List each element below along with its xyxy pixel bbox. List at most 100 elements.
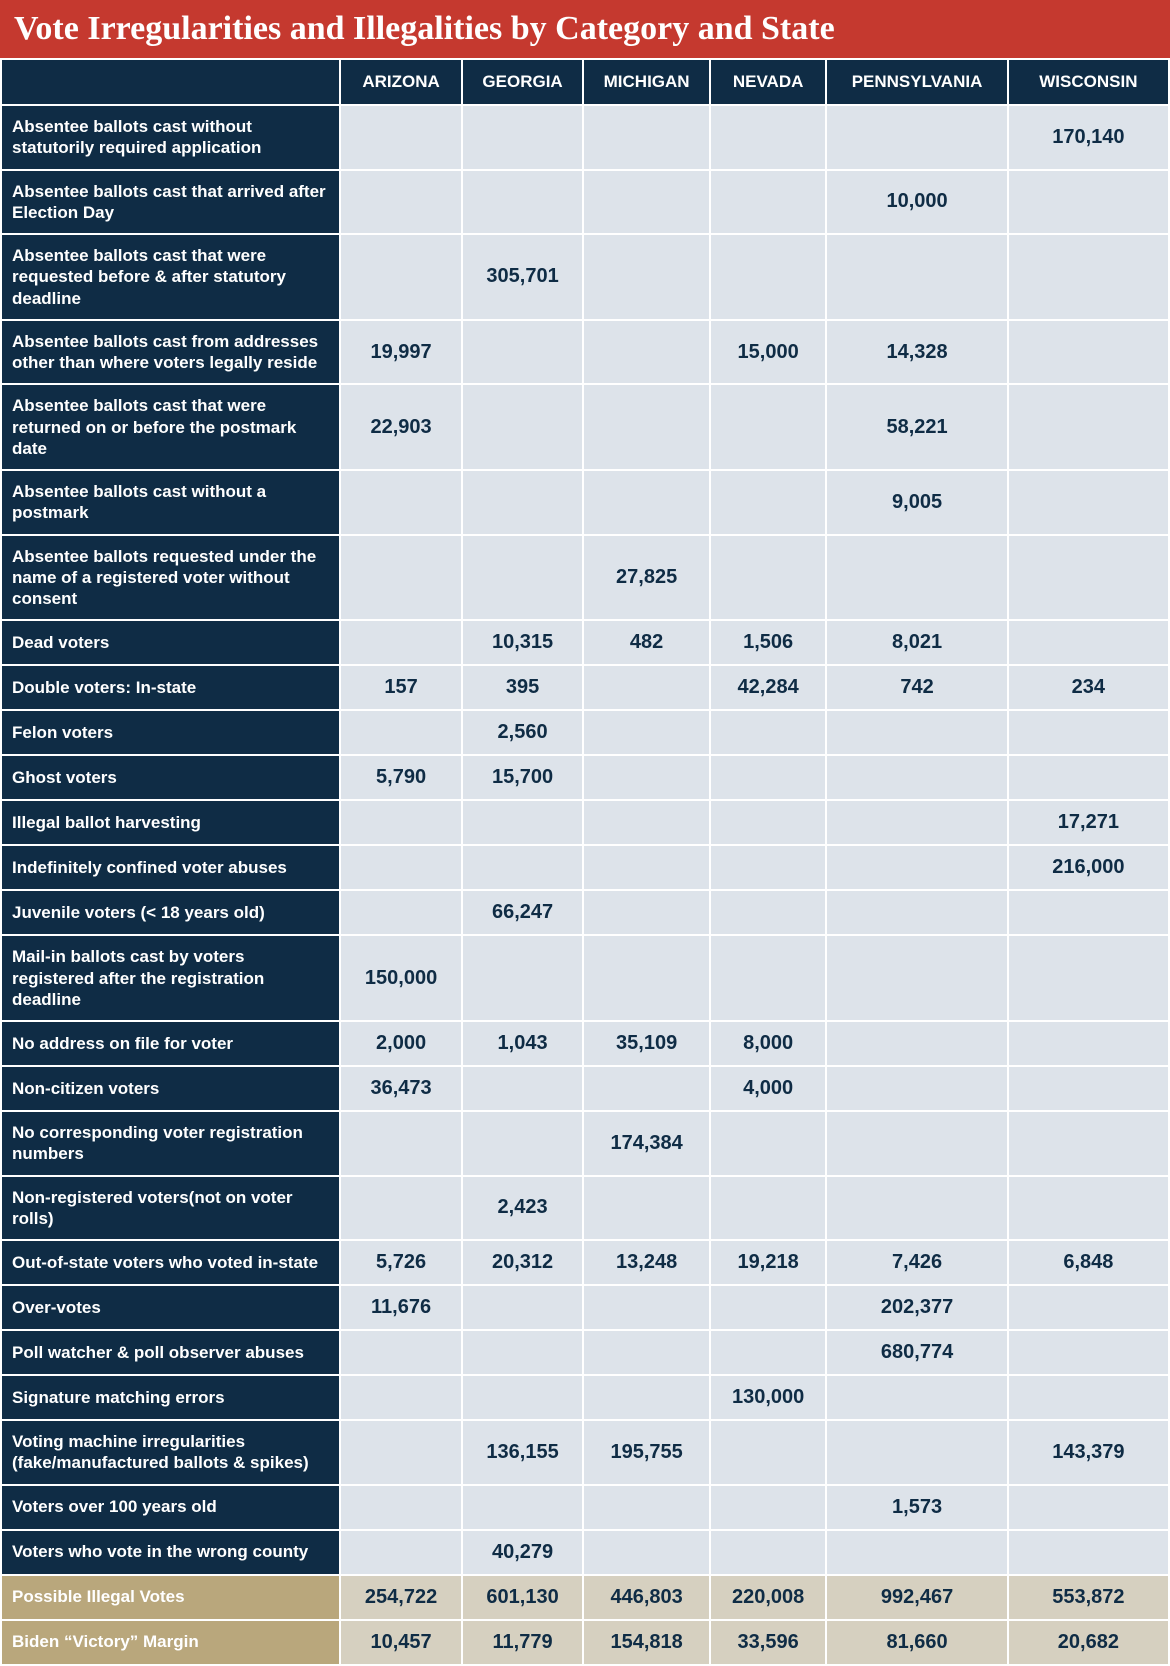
data-cell bbox=[584, 1177, 709, 1240]
data-cell bbox=[341, 621, 460, 664]
data-cell: 136,155 bbox=[463, 1421, 583, 1484]
data-cell bbox=[1009, 321, 1168, 384]
col-header-nevada: NEVADA bbox=[711, 60, 825, 104]
data-cell bbox=[1009, 1376, 1168, 1419]
data-cell bbox=[711, 936, 825, 1020]
data-cell bbox=[827, 1376, 1006, 1419]
data-cell bbox=[827, 711, 1006, 754]
data-cell: 11,676 bbox=[341, 1286, 460, 1329]
summary-row: Biden “Victory” Margin10,45711,779154,81… bbox=[2, 1621, 1168, 1664]
table-row: Absentee ballots cast without statutoril… bbox=[2, 106, 1168, 169]
data-cell: 14,328 bbox=[827, 321, 1006, 384]
row-label: No address on file for voter bbox=[2, 1022, 339, 1065]
data-cell bbox=[341, 1177, 460, 1240]
data-cell bbox=[463, 106, 583, 169]
table-row: Signature matching errors130,000 bbox=[2, 1376, 1168, 1419]
data-cell bbox=[711, 106, 825, 169]
summary-cell: 220,008 bbox=[711, 1576, 825, 1619]
row-label: Non-citizen voters bbox=[2, 1067, 339, 1110]
row-label: Illegal ballot harvesting bbox=[2, 801, 339, 844]
data-cell bbox=[463, 1286, 583, 1329]
data-cell bbox=[341, 1486, 460, 1529]
row-label: Absentee ballots requested under the nam… bbox=[2, 536, 339, 620]
data-cell: 42,284 bbox=[711, 666, 825, 709]
data-cell bbox=[463, 321, 583, 384]
data-cell: 742 bbox=[827, 666, 1006, 709]
data-cell: 395 bbox=[463, 666, 583, 709]
data-cell bbox=[711, 235, 825, 319]
data-cell bbox=[827, 846, 1006, 889]
data-cell: 216,000 bbox=[1009, 846, 1168, 889]
data-cell bbox=[1009, 621, 1168, 664]
data-cell bbox=[584, 1486, 709, 1529]
table-row: Voters over 100 years old1,573 bbox=[2, 1486, 1168, 1529]
data-cell bbox=[1009, 1331, 1168, 1374]
data-cell bbox=[341, 846, 460, 889]
summary-cell: 10,457 bbox=[341, 1621, 460, 1664]
data-cell: 680,774 bbox=[827, 1331, 1006, 1374]
data-cell bbox=[584, 321, 709, 384]
row-label: No corresponding voter registration numb… bbox=[2, 1112, 339, 1175]
row-label: Voting machine irregularities (fake/manu… bbox=[2, 1421, 339, 1484]
table-row: Absentee ballots cast that were requeste… bbox=[2, 235, 1168, 319]
row-label: Absentee ballots cast that arrived after… bbox=[2, 171, 339, 234]
data-cell bbox=[1009, 1531, 1168, 1574]
data-cell bbox=[827, 536, 1006, 620]
row-label: Signature matching errors bbox=[2, 1376, 339, 1419]
row-label: Voters over 100 years old bbox=[2, 1486, 339, 1529]
data-cell bbox=[584, 171, 709, 234]
row-label: Absentee ballots cast without a postmark bbox=[2, 471, 339, 534]
table-row: Out-of-state voters who voted in-state5,… bbox=[2, 1241, 1168, 1284]
data-cell: 1,043 bbox=[463, 1022, 583, 1065]
data-cell bbox=[584, 756, 709, 799]
data-cell: 7,426 bbox=[827, 1241, 1006, 1284]
table-row: Voters who vote in the wrong county40,27… bbox=[2, 1531, 1168, 1574]
summary-cell: 81,660 bbox=[827, 1621, 1006, 1664]
summary-cell: 446,803 bbox=[584, 1576, 709, 1619]
data-cell bbox=[1009, 235, 1168, 319]
row-label: Mail-in ballots cast by voters registere… bbox=[2, 936, 339, 1020]
table-row: Ghost voters5,79015,700 bbox=[2, 756, 1168, 799]
data-cell: 143,379 bbox=[1009, 1421, 1168, 1484]
data-cell bbox=[463, 171, 583, 234]
row-label: Absentee ballots cast without statutoril… bbox=[2, 106, 339, 169]
data-cell bbox=[584, 1331, 709, 1374]
data-cell bbox=[1009, 1286, 1168, 1329]
data-cell bbox=[584, 471, 709, 534]
data-cell bbox=[1009, 471, 1168, 534]
data-cell bbox=[463, 846, 583, 889]
data-cell bbox=[463, 471, 583, 534]
summary-cell: 553,872 bbox=[1009, 1576, 1168, 1619]
summary-cell: 20,682 bbox=[1009, 1621, 1168, 1664]
data-cell bbox=[711, 1331, 825, 1374]
data-cell bbox=[584, 235, 709, 319]
data-cell bbox=[584, 1067, 709, 1110]
data-cell bbox=[1009, 385, 1168, 469]
data-cell: 36,473 bbox=[341, 1067, 460, 1110]
data-cell bbox=[584, 711, 709, 754]
data-cell bbox=[827, 936, 1006, 1020]
data-cell bbox=[827, 1112, 1006, 1175]
data-cell: 150,000 bbox=[341, 936, 460, 1020]
data-cell bbox=[584, 666, 709, 709]
data-cell: 170,140 bbox=[1009, 106, 1168, 169]
row-label: Absentee ballots cast that were requeste… bbox=[2, 235, 339, 319]
summary-cell: 601,130 bbox=[463, 1576, 583, 1619]
data-cell: 5,726 bbox=[341, 1241, 460, 1284]
row-label: Absentee ballots cast from addresses oth… bbox=[2, 321, 339, 384]
data-cell bbox=[827, 1177, 1006, 1240]
data-cell: 2,423 bbox=[463, 1177, 583, 1240]
data-cell bbox=[463, 936, 583, 1020]
data-cell bbox=[711, 1531, 825, 1574]
data-cell: 58,221 bbox=[827, 385, 1006, 469]
data-cell bbox=[827, 1531, 1006, 1574]
table-row: Absentee ballots cast from addresses oth… bbox=[2, 321, 1168, 384]
data-cell bbox=[463, 1112, 583, 1175]
data-cell bbox=[584, 936, 709, 1020]
data-cell bbox=[584, 891, 709, 934]
data-cell: 5,790 bbox=[341, 756, 460, 799]
table-row: Absentee ballots cast that arrived after… bbox=[2, 171, 1168, 234]
data-cell bbox=[341, 171, 460, 234]
data-cell bbox=[463, 1331, 583, 1374]
table-row: Non-registered voters(not on voter rolls… bbox=[2, 1177, 1168, 1240]
